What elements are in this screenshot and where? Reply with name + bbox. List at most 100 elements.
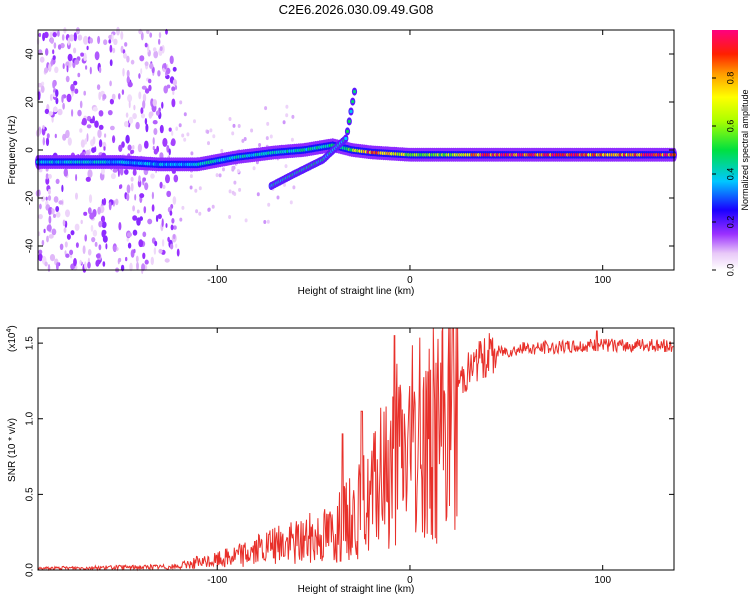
noise-blob (71, 109, 74, 117)
noise-blob (127, 144, 132, 151)
noise-blob (218, 173, 222, 178)
noise-blob (126, 184, 131, 194)
noise-blob (98, 124, 104, 130)
noise-blob (91, 237, 96, 243)
noise-blob (155, 214, 159, 223)
noise-blob (46, 224, 52, 232)
noise-blob (153, 148, 158, 155)
noise-blob (178, 123, 182, 128)
noise-blob (142, 252, 146, 259)
noise-blob (47, 188, 51, 195)
noise-blob (161, 239, 165, 247)
noise-blob (48, 215, 52, 224)
noise-blob (138, 175, 141, 183)
noise-blob (87, 249, 92, 256)
noise-blob (241, 138, 245, 143)
noise-blob (126, 237, 129, 242)
noise-blob (136, 261, 139, 271)
noise-blob (66, 65, 69, 73)
colorbar: 0.0 0.2 0.4 0.6 0.8 Normalized spectral ampl… (712, 30, 750, 276)
x-tick-label: 0 (407, 575, 413, 586)
noise-blob (69, 34, 75, 42)
noise-blob (43, 228, 46, 234)
noise-blob (98, 139, 103, 148)
noise-blob (166, 190, 172, 198)
noise-blob (54, 66, 59, 74)
noise-blob (228, 189, 232, 194)
noise-blob (38, 249, 43, 255)
noise-blob (91, 147, 96, 154)
noise-blob (233, 180, 237, 185)
noise-blob (111, 33, 114, 42)
noise-blob (41, 239, 45, 246)
noise-blob (61, 94, 64, 103)
noise-blob (162, 137, 168, 147)
branch-core (344, 136, 348, 141)
noise-blob (209, 128, 213, 133)
noise-blob (107, 110, 113, 116)
noise-blob (282, 120, 286, 125)
x-tick-label: -100 (207, 275, 227, 286)
noise-blob (244, 218, 248, 223)
noise-blob (263, 220, 267, 224)
noise-blob (119, 184, 123, 189)
noise-blob (228, 117, 232, 121)
noise-blob (158, 38, 161, 45)
noise-blob (181, 133, 185, 138)
noise-blob (133, 104, 136, 111)
noise-blob (89, 66, 92, 75)
noise-blob (157, 70, 161, 77)
noise-blob (171, 218, 175, 224)
noise-blob (171, 130, 174, 136)
noise-blob (73, 80, 78, 86)
noise-blob (92, 136, 96, 145)
noise-blob (284, 164, 288, 169)
noise-blob (150, 173, 155, 179)
noise-blob (174, 85, 178, 90)
noise-blob (194, 188, 198, 193)
noise-blob (198, 186, 202, 191)
noise-blob (157, 213, 162, 219)
noise-blob (172, 234, 176, 240)
noise-blob (86, 133, 89, 142)
branch-core (347, 119, 351, 123)
noise-blob (269, 134, 273, 139)
noise-blob (85, 176, 91, 182)
noise-blob (53, 213, 56, 218)
y-tick-label: -40 (25, 238, 36, 253)
noise-blob (189, 174, 193, 179)
noise-blob (45, 48, 49, 56)
noise-blob (59, 243, 64, 250)
noise-blob (92, 229, 98, 237)
noise-blob (58, 200, 64, 205)
noise-blob (108, 201, 112, 211)
noise-blob (52, 31, 57, 38)
noise-blob (290, 137, 294, 142)
colorbar-gradient (712, 30, 738, 270)
spectrogram-x-axis: -100 0 100 (207, 30, 611, 286)
noise-blob (62, 63, 65, 70)
noise-blob (84, 261, 87, 270)
noise-blob (70, 83, 75, 92)
noise-blob (133, 248, 136, 254)
noise-blob (147, 43, 150, 53)
noise-blob (152, 120, 158, 125)
noise-blob (152, 99, 157, 107)
noise-blob (110, 125, 115, 131)
noise-blob (170, 224, 174, 231)
spectrogram-y-axis: -40 -20 0 20 40 (25, 48, 674, 253)
chart-title: C2E6.2026.030.09.49.G08 (279, 2, 434, 17)
noise-blob (231, 167, 235, 172)
noise-blob (118, 144, 123, 152)
noise-blob (49, 94, 53, 101)
noise-blob (276, 195, 280, 200)
noise-blob (142, 93, 147, 103)
noise-blob (153, 247, 157, 255)
noise-blob (140, 113, 146, 119)
colorbar-ticks: 0.0 0.2 0.4 0.6 0.8 (712, 72, 735, 276)
noise-blob (132, 215, 138, 221)
noise-blob (175, 243, 178, 248)
noise-blob (53, 196, 59, 203)
noise-blob (41, 196, 45, 202)
noise-blob (128, 116, 134, 124)
